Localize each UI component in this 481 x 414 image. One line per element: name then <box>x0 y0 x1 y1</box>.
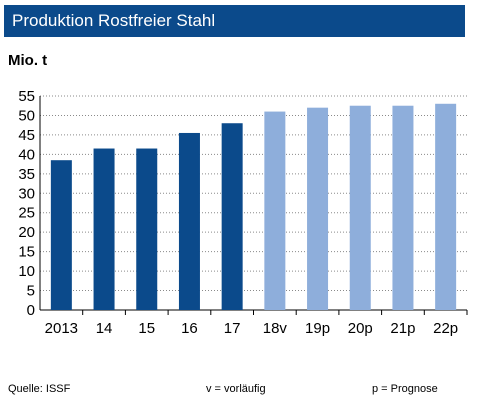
x-tick-label: 22p <box>433 320 458 337</box>
x-tick-label: 17 <box>224 320 241 337</box>
x-tick-label: 18v <box>263 320 288 337</box>
y-tick-label: 50 <box>18 107 35 124</box>
y-tick-label: 15 <box>18 244 35 261</box>
unit-label: Mio. t <box>8 52 48 69</box>
y-tick-label: 5 <box>27 283 35 300</box>
bar-17 <box>221 123 243 311</box>
bar-18v <box>264 111 286 311</box>
bar-19p <box>307 107 329 310</box>
legend-forecast: p = Prognose <box>372 383 438 395</box>
y-tick-label: 10 <box>18 263 35 280</box>
bar-14 <box>93 148 115 310</box>
bar-16 <box>178 132 200 310</box>
x-tick-label: 16 <box>181 320 198 337</box>
y-tick-label: 45 <box>18 127 35 144</box>
bar-20p <box>349 105 371 311</box>
y-tick-label: 30 <box>18 185 35 202</box>
bar-15 <box>136 148 158 310</box>
y-tick-label: 25 <box>18 205 35 222</box>
x-tick-label: 2013 <box>45 320 78 337</box>
source-note: Quelle: ISSF <box>8 383 71 395</box>
legend-preliminary: v = vorläufig <box>206 383 266 395</box>
bar-22p <box>435 103 457 310</box>
y-tick-label: 35 <box>18 166 35 183</box>
bar-2013 <box>50 160 72 310</box>
y-tick-label: 0 <box>27 302 35 319</box>
y-tick-label: 20 <box>18 224 35 241</box>
x-tick-label: 20p <box>348 320 373 337</box>
x-tick-label: 21p <box>390 320 415 337</box>
x-tick-label: 19p <box>305 320 330 337</box>
x-tick-label: 14 <box>96 320 113 337</box>
x-tick-label: 15 <box>138 320 155 337</box>
y-tick-label: 55 <box>18 88 35 105</box>
bar-21p <box>392 105 414 311</box>
y-tick-label: 40 <box>18 146 35 163</box>
chart-title: Produktion Rostfreier Stahl <box>4 5 465 37</box>
